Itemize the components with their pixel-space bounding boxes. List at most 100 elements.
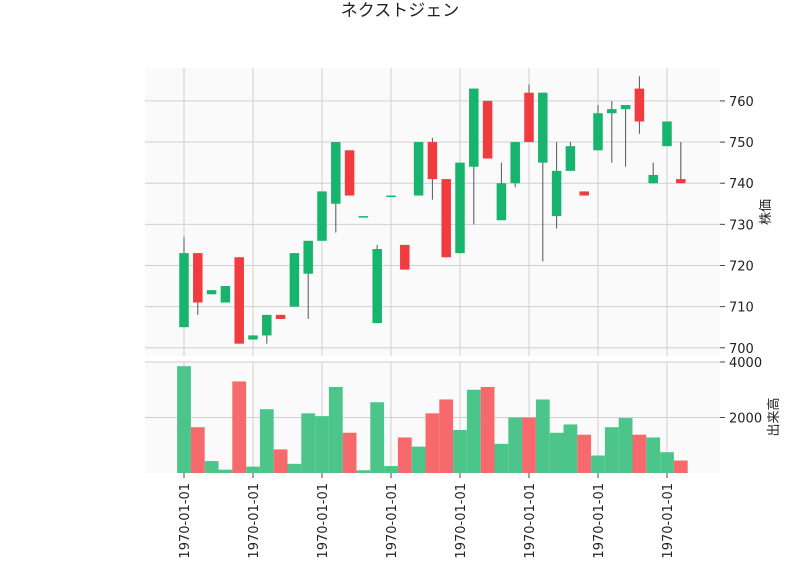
candle [234, 257, 244, 344]
candle [607, 100, 617, 163]
candle-body [317, 191, 327, 241]
volume-bar [632, 434, 647, 473]
price-tick-label: 700 [729, 342, 754, 357]
volume-bar [190, 427, 205, 473]
volume-bar [494, 443, 509, 473]
candle-body [372, 249, 382, 324]
candle-body [579, 191, 589, 196]
candle [496, 162, 507, 221]
candle [275, 314, 286, 319]
candle-body [193, 253, 203, 303]
volume-bar [577, 434, 592, 473]
candle [620, 105, 631, 167]
candle-body [413, 142, 424, 196]
volume-bar [370, 402, 385, 473]
volume-bars [177, 366, 688, 473]
x-tick-label: 1970-01-01 [316, 483, 331, 559]
candle [248, 335, 258, 340]
volume-bar [563, 424, 578, 473]
volume-y-ticks: 2000 4000 [720, 356, 762, 427]
volume-bar [522, 417, 536, 473]
volume-bar [549, 432, 564, 473]
volume-bar [618, 418, 633, 473]
volume-bar [660, 452, 674, 473]
candle [358, 216, 369, 218]
candle-body [607, 109, 617, 114]
candle-body [234, 257, 244, 344]
candle-body [634, 88, 645, 122]
candle [676, 142, 686, 184]
volume-bar [204, 461, 219, 473]
volume-bar [315, 416, 329, 473]
x-tick-label: 1970-01-01 [661, 483, 676, 559]
candles [179, 76, 686, 344]
candle-body [662, 121, 672, 147]
volume-bar [356, 470, 371, 473]
candle-body [220, 286, 231, 303]
price-tick-label: 730 [729, 218, 754, 233]
price-tick-label: 760 [729, 95, 754, 110]
volume-bar [508, 417, 523, 473]
volume-bar [673, 460, 688, 473]
volume-bar [218, 469, 233, 473]
volume-bar [301, 413, 316, 473]
candle [331, 142, 341, 233]
price-axis-label: 株価 [759, 199, 774, 225]
price-tick-label: 710 [729, 301, 754, 316]
volume-bar [439, 399, 454, 473]
candle-body [496, 183, 507, 221]
x-tick-label: 1970-01-01 [523, 483, 538, 559]
candle [289, 253, 300, 307]
candle-body [551, 170, 562, 217]
candle [344, 150, 355, 196]
price-y-ticks: 700 710 720 730 740 750 760 [720, 95, 754, 357]
volume-bar [466, 389, 481, 473]
candle-body [510, 142, 520, 184]
candle-body [469, 88, 479, 167]
x-tick-label: 1970-01-01 [454, 483, 469, 559]
x-tick-label: 1970-01-01 [592, 483, 607, 559]
candle-body [593, 113, 603, 151]
x-axis-ticks: 1970-01-01 1970-01-01 1970-01-01 1970-01-01… [178, 473, 676, 559]
price-tick-label: 720 [729, 259, 754, 274]
candle-body [620, 105, 631, 110]
candle [441, 179, 451, 258]
candle [206, 290, 217, 295]
candle [413, 142, 424, 196]
candle [386, 195, 396, 198]
candle [220, 286, 231, 303]
candle-body [303, 240, 313, 274]
volume-bar [535, 399, 550, 473]
x-tick-label: 1970-01-01 [178, 483, 193, 559]
volume-bar [246, 466, 260, 473]
volume-bar [342, 432, 357, 473]
volume-bar [384, 466, 398, 473]
volume-bar [604, 427, 619, 473]
candle [482, 100, 493, 159]
candle-body [400, 244, 410, 270]
volume-bar [425, 413, 440, 473]
x-tick-label: 1970-01-01 [385, 483, 400, 559]
candle-body [331, 142, 341, 204]
candle [303, 240, 313, 319]
price-tick-label: 750 [729, 136, 754, 151]
candle [634, 76, 645, 134]
candle-body [648, 174, 658, 184]
candle [372, 244, 382, 324]
volume-bar [591, 455, 605, 473]
candle-body [482, 100, 493, 159]
candle-body [248, 335, 258, 340]
volume-tick-label: 2000 [729, 412, 762, 427]
volume-bar [646, 437, 661, 473]
volume-bar [453, 429, 467, 473]
candle-body [538, 92, 548, 163]
candle-body [289, 253, 300, 307]
candle-body [427, 142, 438, 180]
volume-bar [480, 386, 495, 473]
candle [524, 84, 534, 143]
volume-bar [273, 449, 288, 473]
candle [469, 88, 479, 225]
candle-body [179, 253, 189, 328]
candle-body [455, 162, 465, 254]
